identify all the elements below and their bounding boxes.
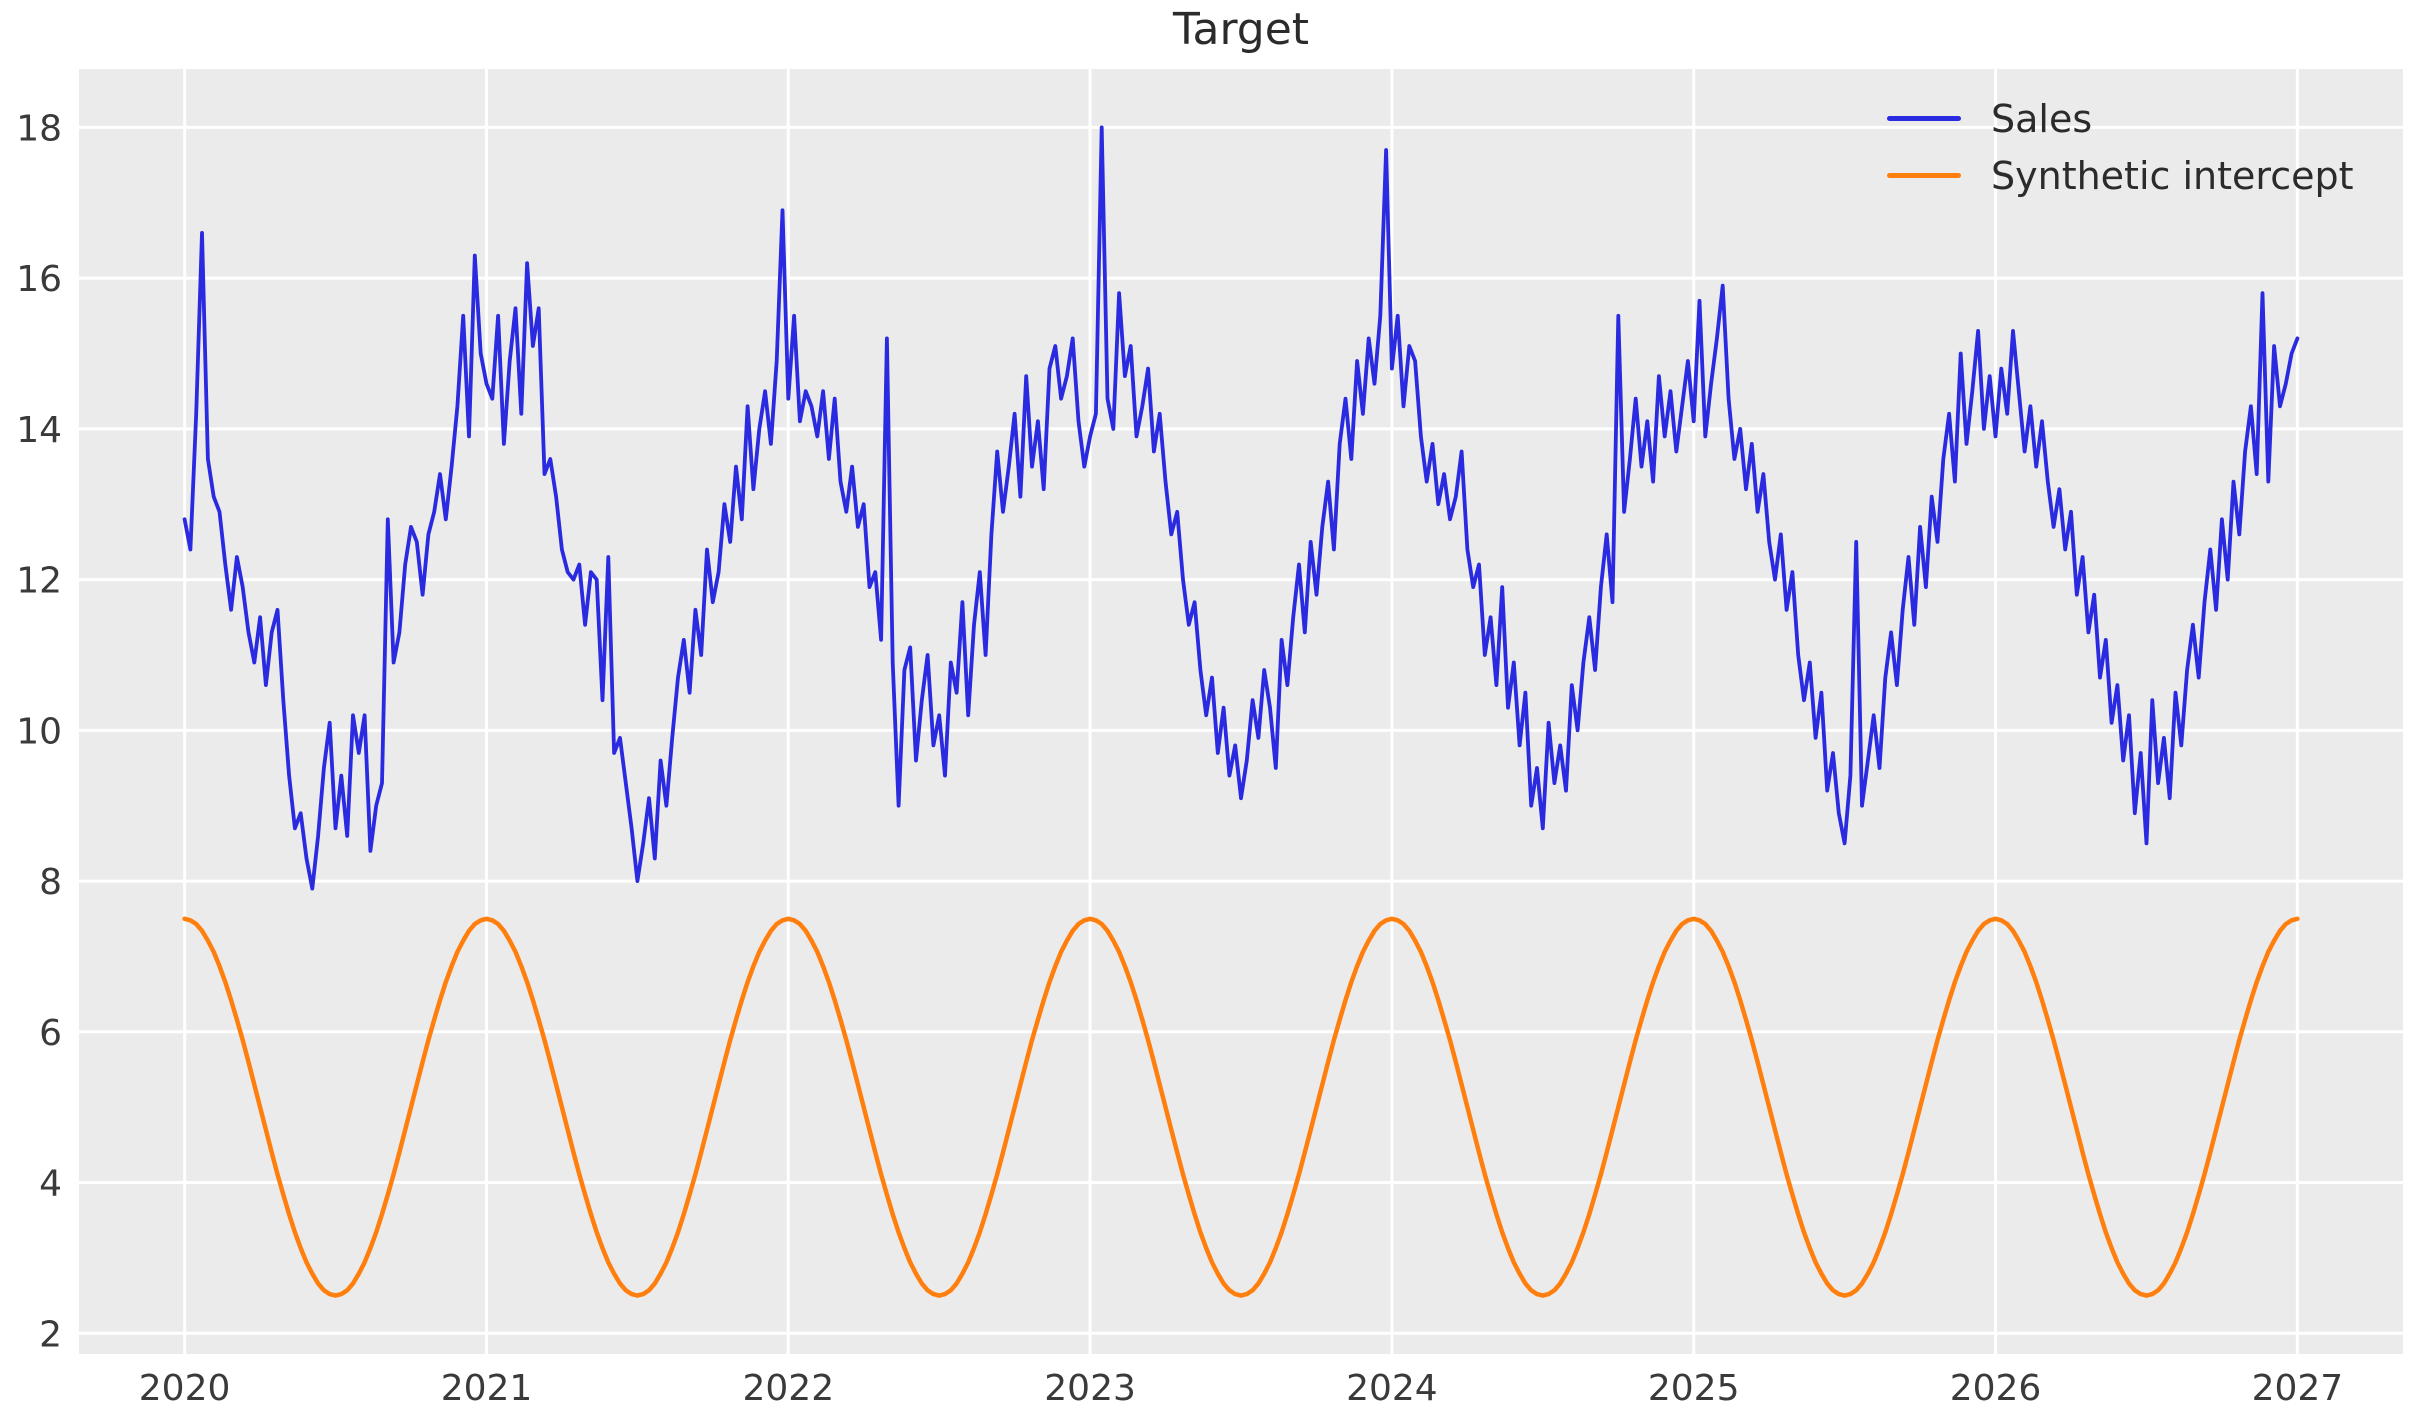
plot-background [79,69,2403,1354]
chart-title: Target [1172,4,1310,55]
y-tick-label: 4 [39,1164,62,1205]
synthetic-intercept-line [182,916,2300,1298]
y-tick-label: 14 [16,410,62,451]
y-tick-label: 18 [16,108,62,149]
y-tick-label: 2 [39,1314,62,1355]
y-tick-label: 6 [39,1013,62,1054]
sales-line-swatch [1887,116,1961,121]
y-tick-label: 12 [16,561,62,602]
x-tick-label: 2023 [1044,1368,1136,1409]
legend: Sales Synthetic intercept [1887,90,2353,204]
x-tick-label: 2024 [1346,1368,1438,1409]
legend-item-sales: Sales [1887,90,2353,147]
x-tick-label: 2021 [441,1368,533,1409]
legend-item-synthetic-intercept: Synthetic intercept [1887,147,2353,204]
x-tick-label: 2026 [1950,1368,2042,1409]
synthetic-intercept-line-swatch [1887,173,1961,178]
y-tick-label: 8 [39,862,62,903]
legend-label-sales: Sales [1991,96,2093,141]
y-tick-label: 16 [16,259,62,300]
legend-label-synthetic-intercept: Synthetic intercept [1991,153,2354,198]
x-tick-label: 2020 [139,1368,231,1409]
x-tick-label: 2025 [1648,1368,1740,1409]
sales-line [182,125,2300,891]
x-tick-label: 2022 [742,1368,834,1409]
y-tick-label: 10 [16,711,62,752]
x-tick-label: 2027 [2252,1368,2344,1409]
